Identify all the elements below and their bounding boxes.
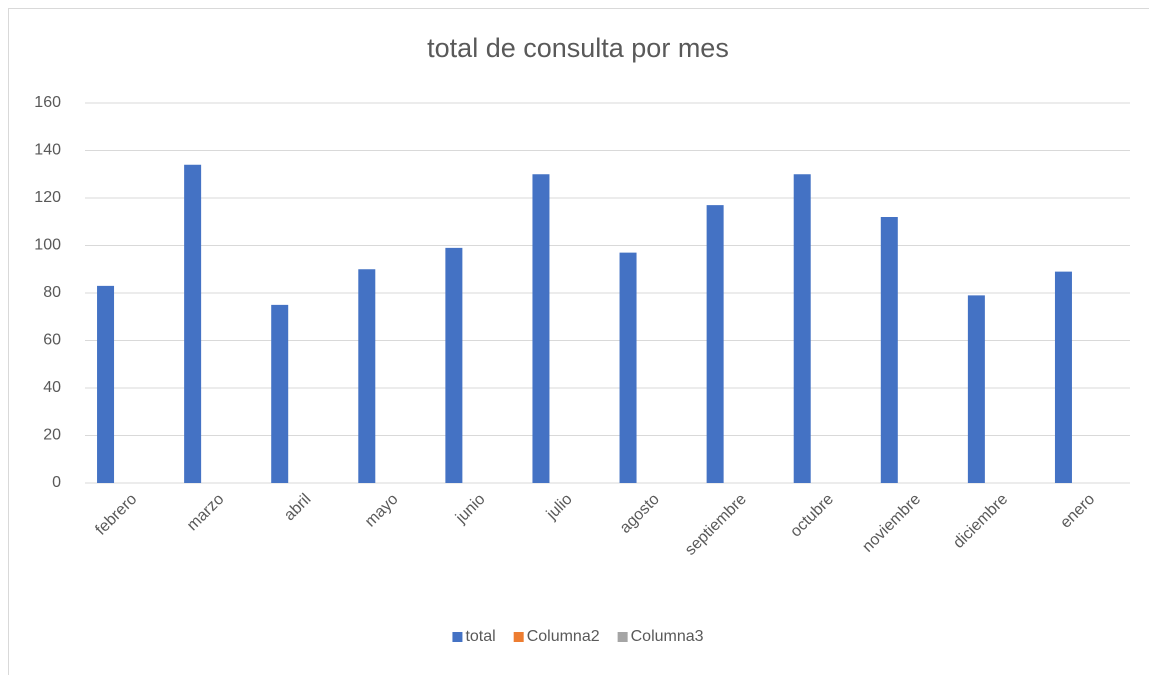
bar [532,174,550,483]
y-tick-label: 20 [43,427,61,444]
legend-swatch [617,632,628,642]
y-tick-label: 60 [43,332,61,349]
y-tick-label: 80 [43,284,61,301]
y-tick-label: 140 [34,142,61,159]
bar [880,217,898,483]
bar [793,174,811,483]
y-tick-label: 100 [34,237,61,254]
legend-label: Columna2 [527,628,600,645]
legend-label: Columna3 [631,628,704,645]
legend-swatch [513,632,524,642]
y-tick-label: 160 [34,94,61,111]
bar [184,164,202,483]
chart-title: total de consulta por mes [427,33,729,63]
bar [619,252,637,483]
y-tick-label: 40 [43,379,61,396]
bar [445,247,463,483]
legend-label: total [465,628,495,645]
bar [358,269,376,483]
bar [706,205,724,483]
legend-swatch [452,632,463,642]
bar [967,295,985,483]
bar [271,304,289,483]
y-tick-label: 0 [52,474,61,491]
bar [97,285,115,483]
bar [1054,271,1072,483]
y-tick-label: 120 [34,189,61,206]
